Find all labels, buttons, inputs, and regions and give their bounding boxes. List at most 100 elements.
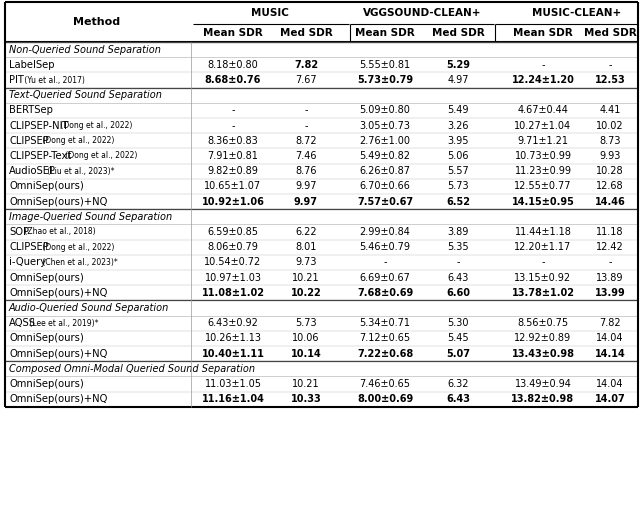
Text: Med SDR: Med SDR — [431, 28, 484, 38]
Text: 10.65±1.07: 10.65±1.07 — [204, 182, 262, 191]
Text: 4.67±0.44: 4.67±0.44 — [518, 105, 568, 116]
Text: (Liu et al., 2023)*: (Liu et al., 2023)* — [45, 167, 114, 176]
Text: 13.99: 13.99 — [595, 288, 625, 298]
Text: -: - — [608, 60, 612, 70]
Text: Text-Queried Sound Separation: Text-Queried Sound Separation — [9, 90, 162, 100]
Text: Mean SDR: Mean SDR — [513, 28, 573, 38]
Text: 5.49: 5.49 — [447, 105, 468, 116]
Text: 7.91±0.81: 7.91±0.81 — [207, 151, 259, 161]
Text: 5.35: 5.35 — [447, 242, 469, 252]
Text: 7.12±0.65: 7.12±0.65 — [360, 333, 411, 344]
Text: 8.76: 8.76 — [295, 166, 317, 176]
Text: Image-Queried Sound Separation: Image-Queried Sound Separation — [9, 212, 172, 222]
Text: 5.73±0.79: 5.73±0.79 — [357, 75, 413, 85]
Text: CLIPSEP: CLIPSEP — [9, 136, 49, 146]
Text: 6.69±0.67: 6.69±0.67 — [360, 272, 410, 283]
Text: 11.23±0.99: 11.23±0.99 — [515, 166, 572, 176]
Text: -: - — [608, 257, 612, 267]
Text: 10.26±1.13: 10.26±1.13 — [205, 333, 262, 344]
Text: 10.14: 10.14 — [291, 349, 321, 359]
Text: BERTSep: BERTSep — [9, 105, 53, 116]
Text: OmniSep(ours): OmniSep(ours) — [9, 379, 84, 389]
Text: 7.68±0.69: 7.68±0.69 — [357, 288, 413, 298]
Text: 5.57: 5.57 — [447, 166, 469, 176]
Text: 2.99±0.84: 2.99±0.84 — [360, 227, 410, 237]
Text: -: - — [231, 105, 235, 116]
Text: 10.40±1.11: 10.40±1.11 — [202, 349, 264, 359]
Text: 13.15±0.92: 13.15±0.92 — [515, 272, 572, 283]
Text: Med SDR: Med SDR — [584, 28, 636, 38]
Text: (Zhao et al., 2018): (Zhao et al., 2018) — [22, 228, 96, 236]
Text: 8.36±0.83: 8.36±0.83 — [207, 136, 259, 146]
Text: 3.05±0.73: 3.05±0.73 — [360, 121, 410, 131]
Text: 10.54±0.72: 10.54±0.72 — [204, 257, 262, 267]
Text: PIT: PIT — [9, 75, 24, 85]
Text: Composed Omni-Modal Queried Sound Separation: Composed Omni-Modal Queried Sound Separa… — [9, 364, 255, 374]
Text: 14.15±0.95: 14.15±0.95 — [511, 197, 575, 206]
Text: 12.20±1.17: 12.20±1.17 — [515, 242, 572, 252]
Text: 7.67: 7.67 — [295, 75, 317, 85]
Text: (Dong et al., 2022): (Dong et al., 2022) — [63, 152, 137, 160]
Text: -: - — [304, 105, 308, 116]
Text: (Lee et al., 2019)*: (Lee et al., 2019)* — [27, 319, 99, 328]
Text: 13.82±0.98: 13.82±0.98 — [511, 394, 575, 404]
Text: VGGSOUND-CLEAN+: VGGSOUND-CLEAN+ — [363, 8, 481, 18]
Text: LabelSep: LabelSep — [9, 60, 54, 70]
Text: 3.26: 3.26 — [447, 121, 468, 131]
Text: 10.27±1.04: 10.27±1.04 — [515, 121, 572, 131]
Text: 4.97: 4.97 — [447, 75, 468, 85]
Text: 5.06: 5.06 — [447, 151, 468, 161]
Text: SOP: SOP — [9, 227, 29, 237]
Text: OmniSep(ours)+NQ: OmniSep(ours)+NQ — [9, 197, 108, 206]
Text: OmniSep(ours): OmniSep(ours) — [9, 182, 84, 191]
Text: 14.46: 14.46 — [595, 197, 625, 206]
Text: -: - — [541, 257, 545, 267]
Text: 6.32: 6.32 — [447, 379, 468, 389]
Text: 7.82: 7.82 — [599, 318, 621, 328]
Text: CLIPSEP-NIT: CLIPSEP-NIT — [9, 121, 68, 131]
Text: AudioSEP: AudioSEP — [9, 166, 56, 176]
Text: (Yu et al., 2017): (Yu et al., 2017) — [22, 75, 85, 85]
Text: 10.97±1.03: 10.97±1.03 — [205, 272, 262, 283]
Text: 5.09±0.80: 5.09±0.80 — [360, 105, 410, 116]
Text: 13.43±0.98: 13.43±0.98 — [511, 349, 575, 359]
Text: 6.52: 6.52 — [446, 197, 470, 206]
Text: 8.01: 8.01 — [295, 242, 317, 252]
Text: Mean SDR: Mean SDR — [203, 28, 263, 38]
Text: 9.82±0.89: 9.82±0.89 — [207, 166, 259, 176]
Text: 11.08±1.02: 11.08±1.02 — [202, 288, 264, 298]
Text: CLIPSEP: CLIPSEP — [9, 242, 49, 252]
Text: 12.68: 12.68 — [596, 182, 624, 191]
Text: 10.22: 10.22 — [291, 288, 321, 298]
Text: -: - — [231, 121, 235, 131]
Text: 14.07: 14.07 — [595, 394, 625, 404]
Text: 6.43: 6.43 — [446, 394, 470, 404]
Text: 7.57±0.67: 7.57±0.67 — [357, 197, 413, 206]
Text: 6.43±0.92: 6.43±0.92 — [207, 318, 259, 328]
Text: 10.28: 10.28 — [596, 166, 624, 176]
Text: 6.59±0.85: 6.59±0.85 — [207, 227, 259, 237]
Text: 12.92±0.89: 12.92±0.89 — [515, 333, 572, 344]
Text: 14.04: 14.04 — [596, 333, 624, 344]
Text: 5.45: 5.45 — [447, 333, 469, 344]
Text: 3.95: 3.95 — [447, 136, 468, 146]
Text: 9.97: 9.97 — [295, 182, 317, 191]
Text: 2.76±1.00: 2.76±1.00 — [360, 136, 410, 146]
Text: 9.93: 9.93 — [599, 151, 621, 161]
Text: OmniSep(ours)+NQ: OmniSep(ours)+NQ — [9, 349, 108, 359]
Text: 5.07: 5.07 — [446, 349, 470, 359]
Text: 13.89: 13.89 — [596, 272, 624, 283]
Text: 5.73: 5.73 — [295, 318, 317, 328]
Text: -: - — [541, 60, 545, 70]
Text: (Dong et al., 2022): (Dong et al., 2022) — [58, 121, 132, 130]
Text: (Dong et al., 2022): (Dong et al., 2022) — [40, 136, 115, 146]
Text: 10.92±1.06: 10.92±1.06 — [202, 197, 264, 206]
Text: OmniSep(ours)+NQ: OmniSep(ours)+NQ — [9, 394, 108, 404]
Text: 3.89: 3.89 — [447, 227, 468, 237]
Text: -: - — [383, 257, 387, 267]
Text: 14.04: 14.04 — [596, 379, 624, 389]
Text: 12.53: 12.53 — [595, 75, 625, 85]
Text: 12.55±0.77: 12.55±0.77 — [515, 182, 572, 191]
Text: 11.18: 11.18 — [596, 227, 624, 237]
Text: 5.34±0.71: 5.34±0.71 — [360, 318, 410, 328]
